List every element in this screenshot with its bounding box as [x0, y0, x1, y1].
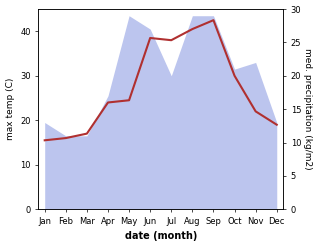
Y-axis label: med. precipitation (kg/m2): med. precipitation (kg/m2)	[303, 48, 313, 170]
Y-axis label: max temp (C): max temp (C)	[5, 78, 15, 140]
X-axis label: date (month): date (month)	[125, 231, 197, 242]
